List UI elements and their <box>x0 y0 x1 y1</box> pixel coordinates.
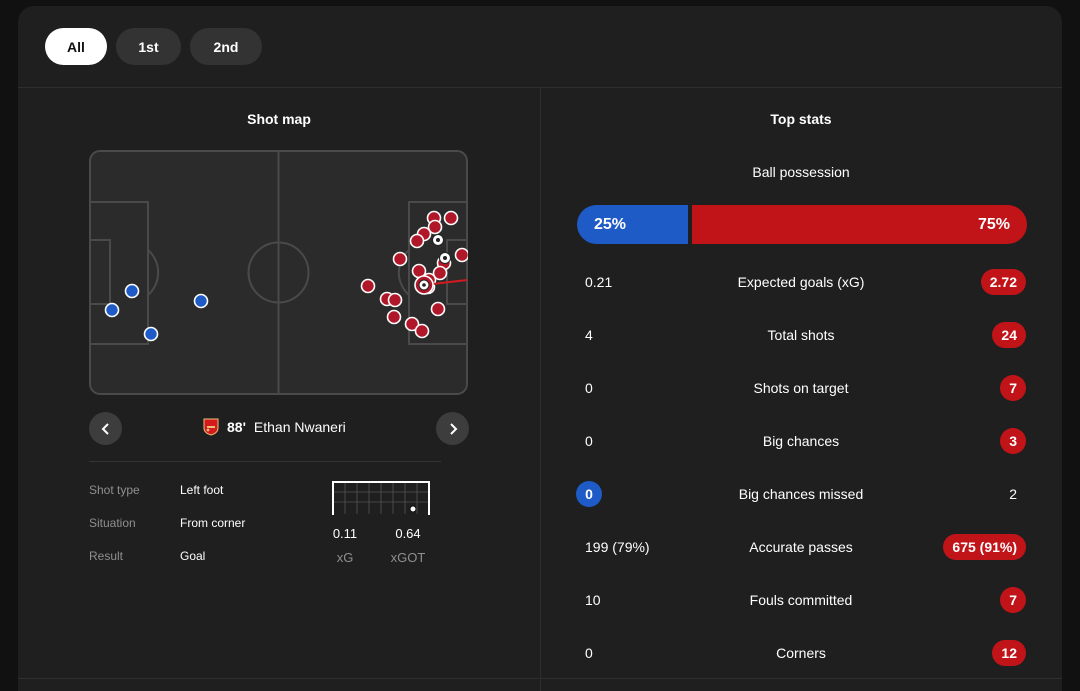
stat-away-value-highlight: 7 <box>1000 587 1026 613</box>
goal-ball-icon[interactable] <box>439 252 451 264</box>
stat-away-value-highlight: 24 <box>992 322 1026 348</box>
stat-name: Accurate passes <box>749 539 853 555</box>
column-divider <box>540 88 541 691</box>
selected-shot-marker[interactable] <box>414 275 434 295</box>
stat-row: 0 Corners 12 <box>540 639 1062 667</box>
shot-markers <box>104 210 469 342</box>
away-shot-marker[interactable] <box>409 233 425 249</box>
chevron-right-icon <box>449 422 457 435</box>
home-shot-marker[interactable] <box>143 326 159 342</box>
home-shot-marker[interactable] <box>193 293 209 309</box>
stat-row: 0 Shots on target 7 <box>540 374 1062 402</box>
away-shot-marker[interactable] <box>404 316 420 332</box>
possession-home-bar: 25% <box>577 205 688 244</box>
shot-map-pitch <box>89 150 468 395</box>
goal-frame-icon <box>332 481 430 515</box>
possession-away-bar: 75% <box>692 205 1027 244</box>
detail-value: Goal <box>180 549 206 563</box>
stat-name: Shots on target <box>753 380 849 396</box>
stat-row: 0 Big chances missed 2 <box>540 480 1062 508</box>
detail-label: Result <box>89 549 124 563</box>
away-shot-marker[interactable] <box>427 219 443 235</box>
shot-player-name: Ethan Nwaneri <box>253 419 346 435</box>
possession-label: Ball possession <box>752 164 850 180</box>
xg-label: xG <box>336 550 354 565</box>
previous-shot-button[interactable] <box>89 412 122 445</box>
xg-value: 0.11 <box>332 526 358 541</box>
home-shot-marker[interactable] <box>104 302 120 318</box>
stat-away-value-highlight: 3 <box>1000 428 1026 454</box>
stat-name: Corners <box>776 645 826 661</box>
chevron-left-icon <box>101 422 109 435</box>
footer-divider <box>18 678 1062 679</box>
stat-home-value: 4 <box>585 327 593 343</box>
match-stats-card: All 1st 2nd Shot map 88' Ethan Nwaneri <box>18 6 1062 691</box>
xgot-label: xGOT <box>390 550 426 565</box>
away-shot-marker[interactable] <box>443 210 459 226</box>
stat-row: 4 Total shots 24 <box>540 321 1062 349</box>
detail-label: Situation <box>89 516 136 530</box>
period-tabs: All 1st 2nd <box>45 28 262 65</box>
stat-name: Fouls committed <box>749 592 853 608</box>
away-shot-marker[interactable] <box>387 292 403 308</box>
shot-details-divider <box>89 461 441 462</box>
detail-value: From corner <box>180 516 246 530</box>
away-shot-marker[interactable] <box>392 251 408 267</box>
stat-row: 199 (79%) Accurate passes 675 (91%) <box>540 533 1062 561</box>
stat-away-value-highlight: 7 <box>1000 375 1026 401</box>
stat-row: 0 Big chances 3 <box>540 427 1062 455</box>
tab-2nd[interactable]: 2nd <box>190 28 262 65</box>
away-shot-marker[interactable] <box>430 301 446 317</box>
stat-row: 10 Fouls committed 7 <box>540 586 1062 614</box>
stat-home-value: 0 <box>585 380 593 396</box>
shot-map-title: Shot map <box>247 111 311 127</box>
stat-home-value: 199 (79%) <box>585 539 650 555</box>
away-shot-marker[interactable] <box>432 265 448 281</box>
home-shot-marker[interactable] <box>124 283 140 299</box>
top-stats-title: Top stats <box>770 111 832 127</box>
next-shot-button[interactable] <box>436 412 469 445</box>
stat-home-value: 0 <box>585 645 593 661</box>
stat-away-value-highlight: 675 (91%) <box>943 534 1026 560</box>
stat-home-value-highlight: 0 <box>576 481 602 507</box>
away-shot-marker[interactable] <box>360 278 376 294</box>
away-shot-marker[interactable] <box>386 309 402 325</box>
stat-row: 0.21 Expected goals (xG) 2.72 <box>540 268 1062 296</box>
tab-all[interactable]: All <box>45 28 107 65</box>
stat-home-value: 10 <box>585 592 601 608</box>
possession-away-value: 75% <box>977 215 1010 233</box>
detail-value: Left foot <box>180 483 224 497</box>
goal-ball-icon[interactable] <box>432 234 444 246</box>
stat-away-value: 2 <box>1009 486 1017 502</box>
stat-home-value: 0.21 <box>585 274 613 290</box>
stat-home-value: 0 <box>585 433 593 449</box>
possession-home-value: 25% <box>594 215 627 233</box>
stat-name: Big chances missed <box>738 486 864 502</box>
selected-shot-player: 88' Ethan Nwaneri <box>203 418 346 436</box>
detail-label: Shot type <box>89 483 140 497</box>
shot-minute: 88' <box>227 419 246 435</box>
stat-away-value-highlight: 12 <box>992 640 1026 666</box>
header-divider <box>18 87 1062 88</box>
xgot-value: 0.64 <box>395 526 421 541</box>
arsenal-crest-icon <box>203 418 219 436</box>
stat-name: Total shots <box>767 327 835 343</box>
stat-name: Big chances <box>762 433 840 449</box>
stat-away-value-highlight: 2.72 <box>980 269 1026 295</box>
away-shot-marker[interactable] <box>414 323 430 339</box>
tab-1st[interactable]: 1st <box>116 28 181 65</box>
stat-name: Expected goals (xG) <box>737 274 865 290</box>
away-shot-marker[interactable] <box>454 247 469 263</box>
